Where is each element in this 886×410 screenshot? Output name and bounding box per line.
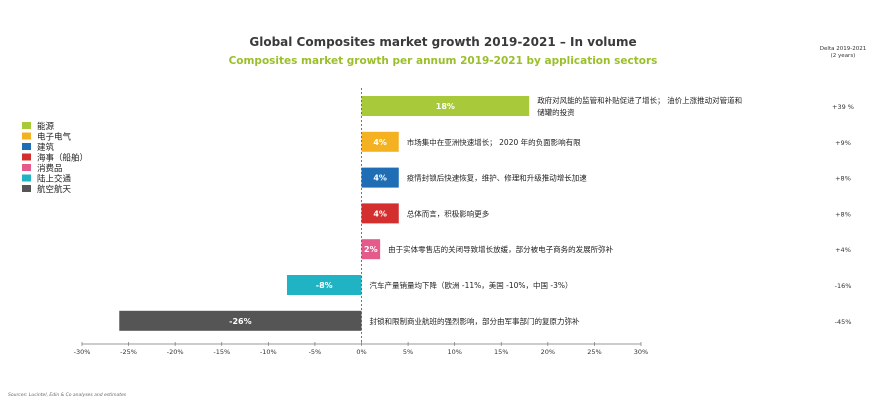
bar xyxy=(361,203,399,224)
chart-title: Global Composites market growth 2019-202… xyxy=(249,35,636,49)
bar-row: 2% 由于实体零售店的关闭导致增长放缓，部分被电子商务的发展所弥补 +4% xyxy=(361,239,851,260)
legend-label: 海事（船舶） xyxy=(37,153,88,164)
legend-label: 陆上交通 xyxy=(37,174,72,185)
bar-value-label: -8% xyxy=(316,281,333,290)
legend-label: 电子电气 xyxy=(37,132,72,143)
bar-value-label: 2% xyxy=(364,245,378,254)
bar-value-label: 4% xyxy=(373,209,387,218)
bar xyxy=(361,167,399,188)
x-tick-label: -15% xyxy=(213,348,230,356)
legend-item: 电子电气 xyxy=(22,132,72,143)
bar xyxy=(119,310,362,331)
delta-value: +39 % xyxy=(832,103,854,111)
bar xyxy=(286,275,362,295)
x-tick-label: 10% xyxy=(447,348,461,356)
legend-item: 海事（船舶） xyxy=(22,153,88,164)
bar xyxy=(361,239,381,260)
x-tick-label: 5% xyxy=(403,348,413,356)
bar-annotation: 市场集中在亚洲快速增长； 2020 年的负面影响有限 xyxy=(407,137,581,147)
legend-swatch xyxy=(22,143,31,150)
delta-value: +4% xyxy=(835,246,851,254)
x-tick-label: 15% xyxy=(494,348,508,356)
bar-row: -26% 封锁和限制商业航班的强烈影响，部分由军事部门的复原力弥补 -45% xyxy=(119,310,852,331)
bar-annotation: 汽车产量销量均下降（欧洲 -11%，美国 -10%，中国 -3%） xyxy=(370,280,573,290)
legend-swatch xyxy=(22,122,31,129)
legend-item: 消费品 xyxy=(22,163,63,174)
delta-value: +9% xyxy=(835,139,851,147)
legend-label: 建筑 xyxy=(37,142,55,153)
x-tick-label: -20% xyxy=(167,348,184,356)
x-tick-label: -5% xyxy=(309,348,322,356)
delta-value: -45% xyxy=(835,318,852,326)
x-tick-label: -30% xyxy=(74,348,91,356)
delta-header-line1: Delta 2019-2021 xyxy=(820,46,866,52)
x-tick-label: -25% xyxy=(120,348,137,356)
bar-row: 4% 市场集中在亚洲快速增长； 2020 年的负面影响有限 +9% xyxy=(361,131,851,152)
delta-value: +8% xyxy=(835,210,851,218)
legend-item: 航空航天 xyxy=(22,184,72,195)
legend-label: 航空航天 xyxy=(37,184,72,195)
x-tick-label: 25% xyxy=(587,348,601,356)
legend-swatch xyxy=(22,174,31,182)
bar-value-label: -26% xyxy=(229,317,251,326)
legend-swatch xyxy=(22,132,31,140)
bar-annotation: 疫情封锁后快速恢复，维护、修理和升级推动增长加速 xyxy=(407,173,587,183)
delta-value: +8% xyxy=(835,175,851,183)
legend-swatch xyxy=(22,185,31,192)
legend-item: 建筑 xyxy=(22,142,55,153)
bar-value-label: 4% xyxy=(373,138,387,147)
bar-value-label: 18% xyxy=(436,102,455,111)
bar-annotation: 由于实体零售店的关闭导致增长放缓，部分被电子商务的发展所弥补 xyxy=(388,244,613,254)
legend-swatch xyxy=(22,153,31,161)
bar-value-label: 4% xyxy=(373,174,387,183)
x-tick-label: 30% xyxy=(634,348,648,356)
x-tick-label: -10% xyxy=(260,348,277,356)
bar xyxy=(361,131,399,152)
delta-value: -16% xyxy=(835,282,852,290)
bar-row: 4% 疫情封锁后快速恢复，维护、修理和升级推动增长加速 +8% xyxy=(361,167,851,188)
bar-row: -8% 汽车产量销量均下降（欧洲 -11%，美国 -10%，中国 -3%） -16% xyxy=(286,275,852,295)
legend-label: 消费品 xyxy=(37,163,63,174)
x-tick-label: 20% xyxy=(541,348,555,356)
delta-header-line2: (2 years) xyxy=(831,53,856,59)
bar-annotation: 封锁和限制商业航班的强烈影响，部分由军事部门的复原力弥补 xyxy=(370,316,580,326)
chart-subtitle: Composites market growth per annum 2019-… xyxy=(229,55,658,67)
bar-row: 4% 总体而言，积极影响更多 +8% xyxy=(361,203,851,224)
x-tick-label: 0% xyxy=(356,348,366,356)
bar-annotation: 总体而言，积极影响更多 xyxy=(407,208,490,218)
source-note: Sources: Lucintel, Edin & Co analyses an… xyxy=(8,392,127,398)
x-axis: -30% -25% -20% -15% -10% -5% 0% 5% 10% 15% 20% 25% 3… xyxy=(74,88,648,356)
bar xyxy=(361,96,530,116)
legend-swatch xyxy=(22,164,31,171)
bar-annotation: 储罐的投资 xyxy=(537,107,575,117)
bar-annotation: 政府对风能的监管和补贴促进了增长； 油价上涨推动对管道和 xyxy=(537,95,742,105)
legend-label: 能源 xyxy=(37,121,55,132)
legend-item: 能源 xyxy=(22,121,55,132)
legend-item: 陆上交通 xyxy=(22,174,72,185)
